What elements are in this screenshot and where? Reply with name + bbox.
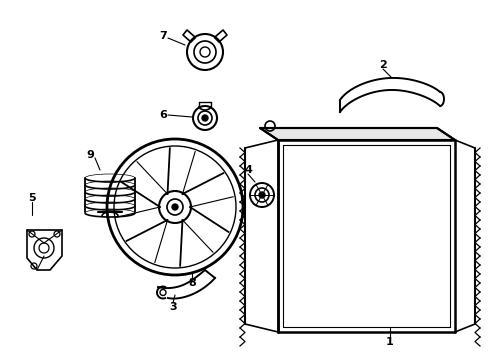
Circle shape bbox=[259, 192, 265, 198]
Text: 1: 1 bbox=[386, 337, 394, 347]
Polygon shape bbox=[27, 230, 62, 270]
Circle shape bbox=[202, 115, 208, 121]
Text: 9: 9 bbox=[86, 150, 94, 160]
Text: 2: 2 bbox=[379, 60, 387, 70]
Text: 8: 8 bbox=[188, 278, 196, 288]
Text: 4: 4 bbox=[244, 165, 252, 175]
Circle shape bbox=[172, 204, 178, 210]
Polygon shape bbox=[260, 128, 455, 140]
Text: 5: 5 bbox=[28, 193, 36, 203]
Bar bbox=[278, 140, 455, 332]
Text: 3: 3 bbox=[169, 302, 177, 312]
Text: 6: 6 bbox=[159, 110, 167, 120]
Text: 7: 7 bbox=[159, 31, 167, 41]
